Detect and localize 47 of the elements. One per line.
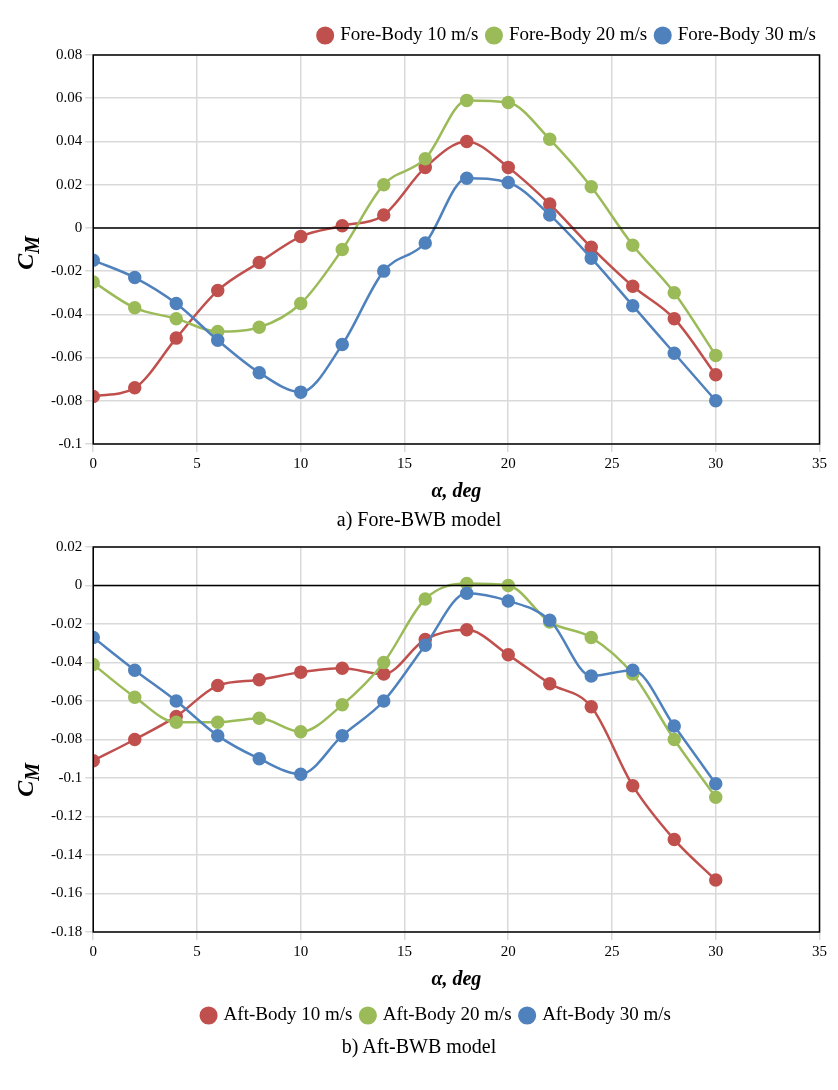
x-tick-label: 25 — [604, 454, 620, 471]
y-tick-label: 0.02 — [56, 537, 83, 554]
x-tick-label: 20 — [500, 942, 516, 959]
y-tick-label: 0 — [74, 576, 83, 593]
y-tick-label: 0.06 — [56, 89, 83, 106]
x-tick-label: 5 — [193, 942, 201, 959]
x-tick-label: 0 — [89, 942, 97, 959]
x-axis-title: α, deg — [431, 479, 482, 503]
y-tick-label: -0.12 — [51, 807, 83, 824]
y-tick-label: -0.06 — [51, 691, 83, 708]
x-tick-label: 30 — [708, 942, 724, 959]
x-tick-label: 20 — [500, 454, 516, 471]
x-tick-label: 15 — [397, 454, 412, 471]
x-tick-label: 0 — [89, 454, 97, 471]
y-tick-label: -0.02 — [51, 614, 83, 631]
y-tick-label: 0.02 — [56, 175, 83, 192]
y-tick-label: -0.1 — [58, 768, 83, 785]
y-tick-label: -0.16 — [51, 884, 83, 901]
y-tick-label: 0.04 — [56, 132, 83, 149]
x-tick-label: 10 — [293, 942, 309, 959]
y-tick-label: -0.06 — [51, 348, 83, 365]
y-tick-label: -0.14 — [51, 845, 83, 862]
legend-label: Aft-Body 20 m/s — [382, 1003, 512, 1025]
text: b) Aft-BWB model — [340, 1035, 498, 1058]
legend-label: Fore-Body 20 m/s — [508, 23, 648, 45]
y-tick-label: -0.18 — [51, 922, 83, 939]
legend-label: Fore-Body 10 m/s — [340, 23, 479, 45]
x-tick-label: 30 — [708, 454, 724, 471]
legend-label: Aft-Body 30 m/s — [542, 1003, 671, 1025]
y-tick-label: 0.08 — [56, 45, 83, 62]
y-tick-label: -0.02 — [51, 262, 83, 279]
y-tick-label: 0 — [74, 218, 83, 235]
legend-label: Aft-Body 10 m/s — [223, 1003, 353, 1025]
text: a) Fore-BWB model — [335, 508, 503, 531]
x-tick-label: 15 — [397, 942, 412, 959]
y-tick-label: -0.1 — [58, 434, 83, 451]
x-tick-label: 5 — [193, 454, 201, 471]
legend-label: Fore-Body 30 m/s — [677, 23, 816, 45]
x-tick-label: 35 — [812, 942, 827, 959]
y-tick-label: -0.04 — [51, 653, 83, 670]
y-tick-label: -0.04 — [51, 305, 83, 322]
x-axis-title: α, deg — [431, 967, 482, 991]
x-tick-label: 10 — [293, 454, 309, 471]
y-tick-label: -0.08 — [51, 730, 83, 747]
y-tick-label: -0.08 — [51, 391, 83, 408]
x-tick-label: 35 — [812, 454, 827, 471]
x-tick-label: 25 — [604, 942, 620, 959]
